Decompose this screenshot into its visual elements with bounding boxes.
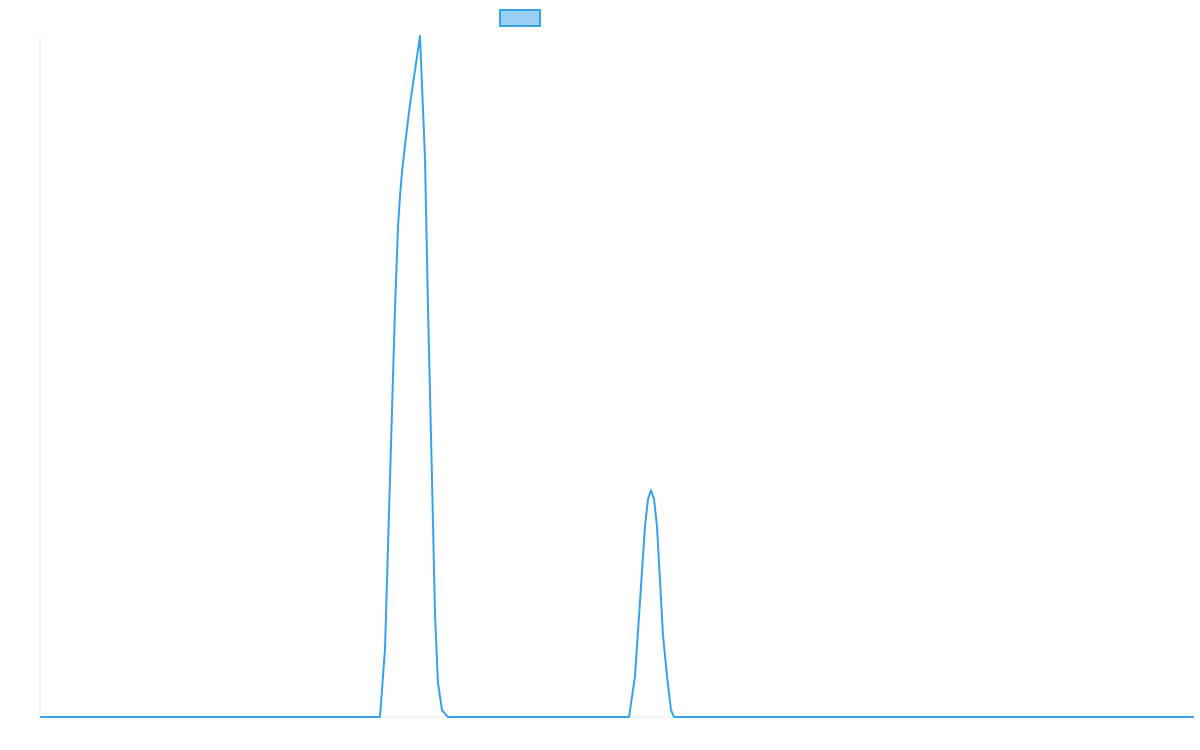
series-layer [40,35,1194,718]
series-line [40,35,1194,718]
legend-swatch[interactable] [499,9,541,27]
legend[interactable] [499,9,541,27]
